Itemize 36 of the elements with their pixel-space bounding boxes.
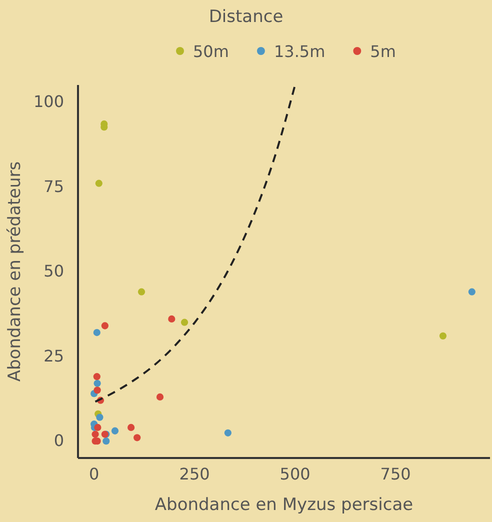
x-tick-label: 750 [380, 464, 411, 484]
y-tick-label: 50 [44, 262, 64, 281]
x-tick-label: 500 [280, 464, 310, 484]
point [95, 180, 102, 187]
point [134, 434, 141, 442]
y-tick-label: 75 [44, 176, 64, 196]
point [94, 380, 101, 387]
point [156, 393, 164, 401]
x-tick-label: 0 [88, 464, 100, 484]
point [94, 386, 101, 394]
point [101, 322, 108, 330]
legend-label: 5m [370, 42, 396, 61]
y-tick-label: 25 [44, 346, 64, 366]
legend-label: 50m [193, 42, 229, 61]
point [92, 430, 99, 438]
legend-title: Distance [208, 7, 284, 27]
point [180, 318, 188, 326]
y-tick-label: 100 [33, 92, 64, 112]
y-axis-title: Abondance en prédateurs [5, 161, 25, 382]
point [138, 288, 146, 296]
point [111, 427, 119, 434]
x-tick-label: 250 [179, 464, 210, 484]
point [439, 332, 447, 340]
point [93, 373, 100, 380]
point [224, 429, 232, 436]
x-axis-title: Abondance en Myzus persicae [154, 495, 414, 515]
point [93, 328, 100, 336]
point [102, 437, 110, 445]
y-tick-label: 0 [54, 431, 64, 450]
point [168, 315, 176, 323]
legend-label: 13.5m [274, 42, 326, 61]
point [94, 424, 102, 432]
point [96, 414, 104, 421]
point [468, 288, 476, 296]
point [127, 424, 135, 432]
line-series [94, 84, 296, 403]
